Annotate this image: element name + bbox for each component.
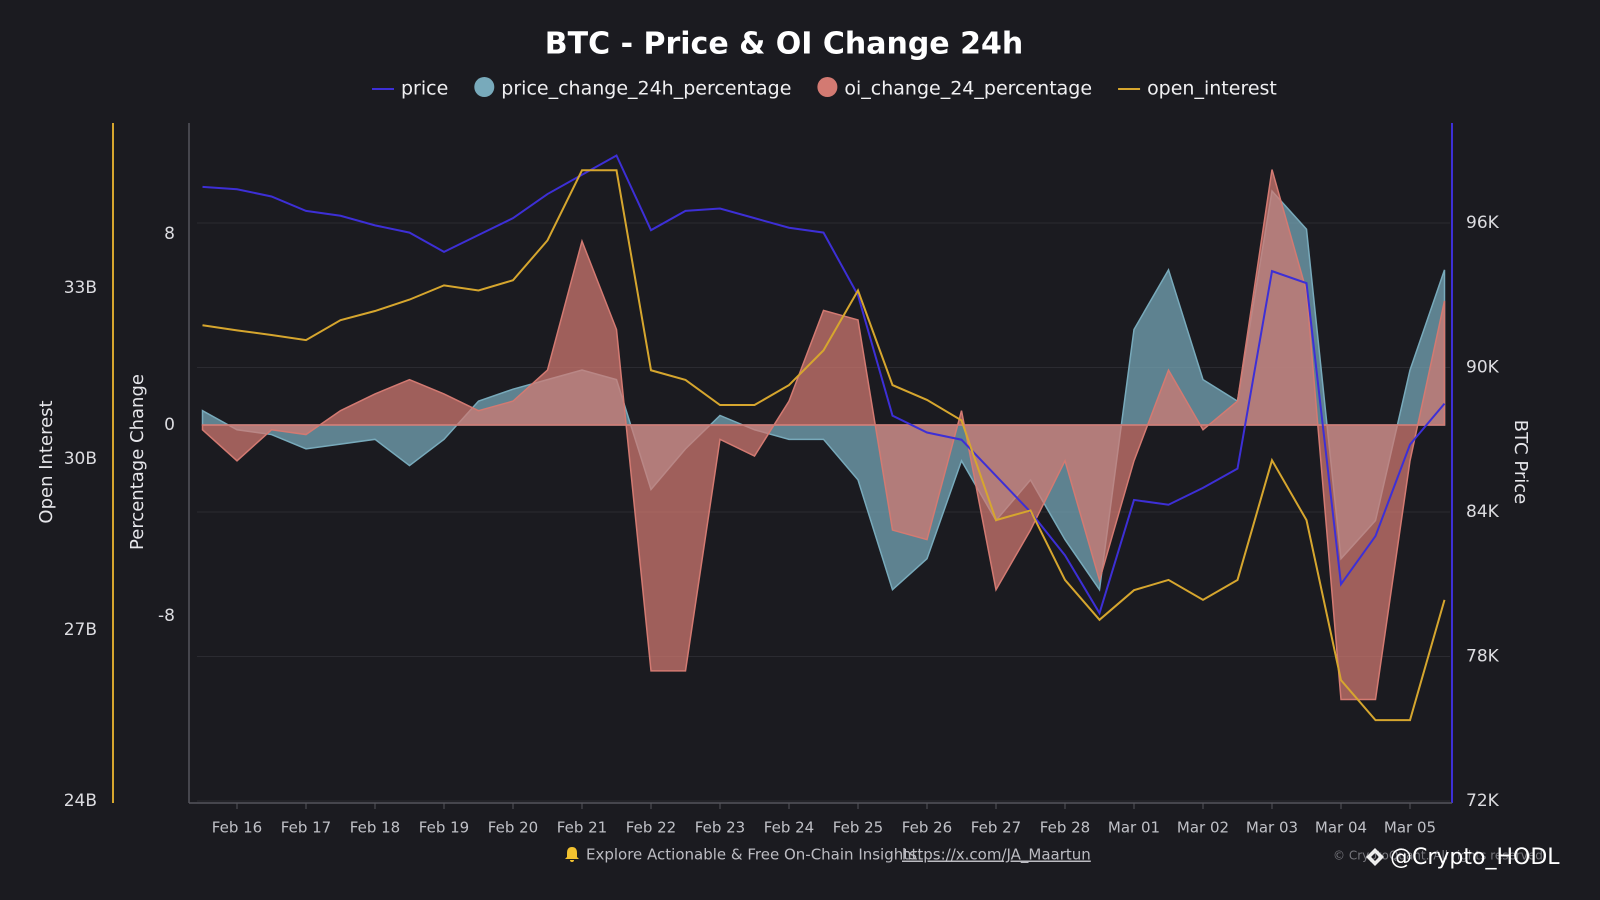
line [202, 154, 1446, 616]
copyright: © CryptoQuant. All rights reserved. [1333, 849, 1547, 863]
legend-label: price [401, 78, 448, 100]
footer: Explore Actionable & Free On-Chain Insig… [565, 845, 1560, 870]
y3-tick-label: 33B [64, 278, 97, 298]
x-tick-label: Feb 22 [626, 819, 676, 837]
y2-tick-label: 78K [1466, 646, 1500, 666]
y2-tick-label: 96K [1466, 213, 1500, 233]
y2-axis-title: BTC Price [1510, 420, 1531, 505]
x-tick-label: Feb 28 [1040, 819, 1090, 837]
areas [201, 169, 1446, 701]
ticks: -8 0 8 72K 78K 84K 90K 96K 24B 27B 30B 33B Feb 16 Feb… [64, 213, 1500, 837]
x-tick-label: Feb 21 [557, 819, 607, 837]
x-tick-label: Mar 05 [1384, 819, 1436, 837]
x-tick-label: Feb 27 [971, 819, 1021, 837]
x-tick-label: Mar 01 [1108, 819, 1160, 837]
x-tick-label: Feb 18 [350, 819, 400, 837]
y3-tick-label: 27B [64, 620, 97, 640]
lines [202, 154, 1446, 722]
chart-title: BTC - Price & OI Change 24h [545, 27, 1023, 62]
y3-axis-title: Open Interest [36, 400, 57, 523]
y-axis-title: Percentage Change [127, 374, 148, 550]
grid [197, 222, 1450, 802]
legend-swatch [817, 77, 838, 97]
x-tick-label: Mar 04 [1315, 819, 1367, 837]
legend-label: oi_change_24_percentage [844, 78, 1092, 100]
x-tick-label: Feb 17 [281, 819, 331, 837]
y-tick-label: -8 [158, 606, 175, 626]
legend: price price_change_24h_percentage oi_chang… [372, 77, 1277, 100]
x-tick-label: Feb 19 [419, 819, 469, 837]
area [201, 189, 1446, 592]
y-tick-label: 8 [164, 224, 175, 244]
x-tick-label: Feb 25 [833, 819, 883, 837]
legend-label: price_change_24h_percentage [501, 78, 791, 100]
x-tick-label: Feb 26 [902, 819, 952, 837]
x-tick-label: Mar 02 [1177, 819, 1229, 837]
y2-tick-label: 84K [1466, 502, 1500, 522]
y3-tick-label: 24B [64, 791, 97, 811]
legend-label: open_interest [1147, 78, 1277, 100]
line [202, 169, 1446, 722]
y-tick-label: 0 [164, 415, 175, 435]
bell-icon [565, 847, 579, 862]
x-tick-label: Feb 23 [695, 819, 745, 837]
y2-tick-label: 90K [1466, 357, 1500, 377]
watermark: @Crypto_HODL [1390, 845, 1560, 870]
x-tick-label: Feb 24 [764, 819, 814, 837]
footer-text: Explore Actionable & Free On-Chain Insig… [586, 846, 922, 864]
watermark-icon [1366, 848, 1384, 866]
legend-swatch [474, 77, 495, 97]
footer-link[interactable]: https://x.com/JA_Maartun [902, 846, 1091, 865]
x-tick-label: Feb 20 [488, 819, 538, 837]
x-tick-label: Mar 03 [1246, 819, 1298, 837]
axes [112, 123, 1453, 804]
y2-tick-label: 72K [1466, 791, 1500, 811]
y3-tick-label: 30B [64, 449, 97, 469]
x-tick-label: Feb 16 [212, 819, 262, 837]
area [201, 169, 1446, 701]
